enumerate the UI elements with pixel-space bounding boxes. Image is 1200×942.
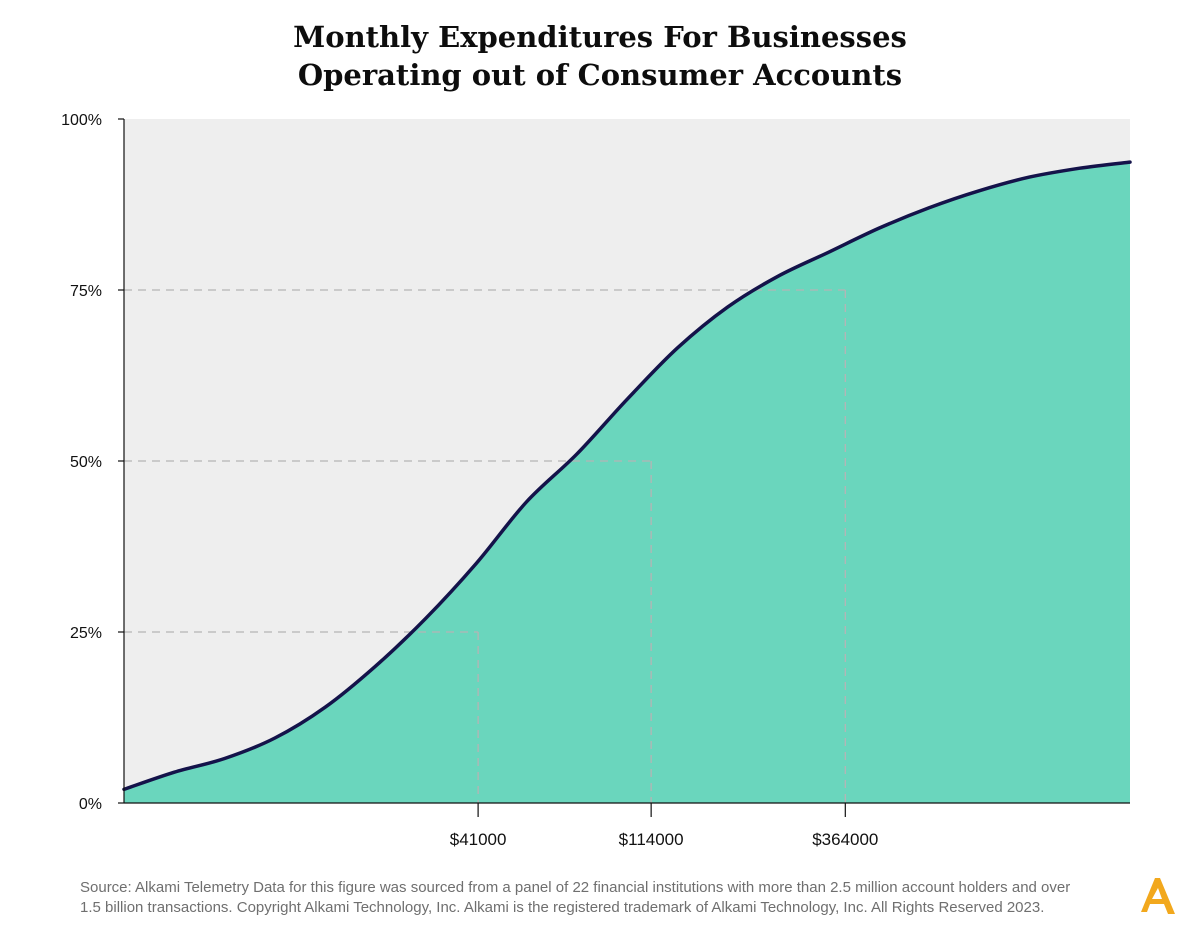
- alkami-logo-icon: [1141, 878, 1175, 914]
- x-tick-label-3: $364000: [812, 830, 878, 849]
- cumulative-area-fill: [124, 162, 1130, 804]
- source-line-1: Source: Alkami Telemetry Data for this f…: [80, 879, 1071, 896]
- y-tick-label: 0%: [79, 796, 102, 813]
- reference-lines: [124, 289, 846, 803]
- chart-title-line-1: Monthly Expenditures For Businesses: [293, 20, 907, 54]
- x-axis-ticks: $41000 $114000 $364000: [450, 803, 878, 849]
- y-axis-ticks: 0% 25% 50% 75% 100%: [61, 112, 124, 813]
- y-tick-label: 75%: [70, 283, 102, 300]
- chart-title-line-2: Operating out of Consumer Accounts: [297, 58, 903, 92]
- x-tick-label-2: $114000: [619, 830, 684, 849]
- source-note: Source: Alkami Telemetry Data for this f…: [80, 878, 1140, 918]
- chart-title: Monthly Expenditures For Businesses Oper…: [0, 18, 1200, 94]
- y-tick-label: 50%: [70, 454, 102, 471]
- x-tick-label-1: $41000: [450, 830, 507, 849]
- cumulative-series-line: [122, 160, 1132, 792]
- y-tick-label: 100%: [61, 112, 102, 129]
- source-line-2: 1.5 billion transactions. Copyright Alka…: [80, 899, 1045, 916]
- y-tick-label: 25%: [70, 625, 102, 642]
